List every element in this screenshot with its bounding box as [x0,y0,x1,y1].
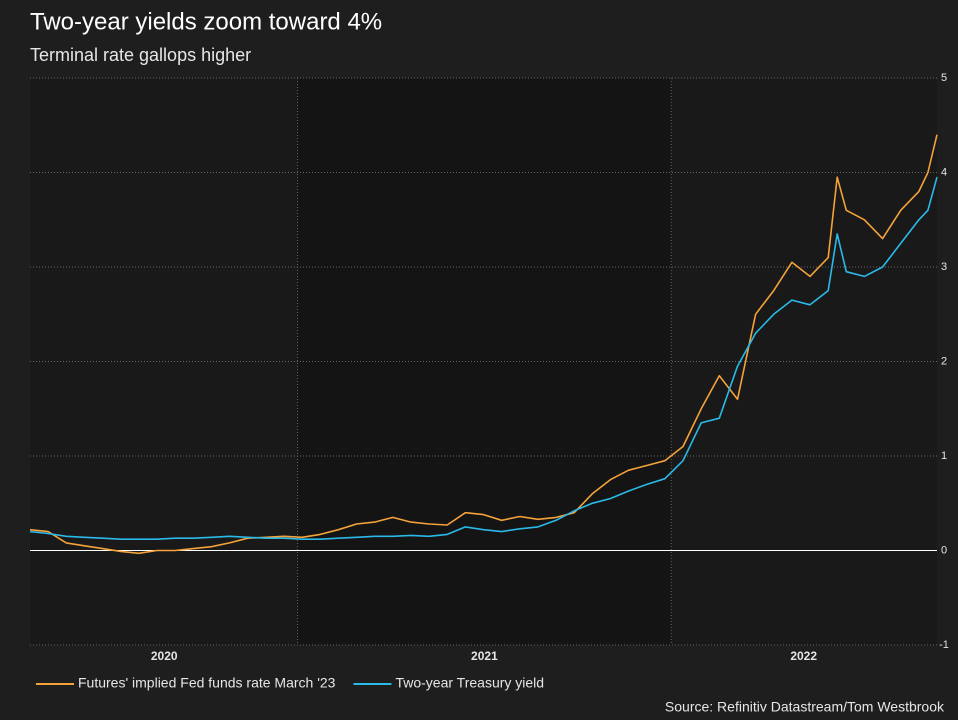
x-tick-label: 2021 [471,649,498,663]
y-tick-label: 2 [941,355,947,367]
plot-band [30,78,298,645]
x-tick-label: 2020 [151,649,178,663]
series-line [29,134,938,555]
y-tick-label: 1 [941,450,947,462]
legend-label: Two-year Treasury yield [395,675,544,691]
series-line [29,176,938,540]
y-tick-label: 4 [941,166,947,178]
y-tick-label: 5 [941,72,947,84]
y-tick-label: 0 [941,544,947,556]
y-tick-label: -1 [939,639,949,651]
legend-label: Futures' implied Fed funds rate March '2… [78,675,336,691]
chart-title: Two-year yields zoom toward 4% [30,8,382,35]
chart-subtitle: Terminal rate gallops higher [30,45,251,65]
x-tick-label: 2022 [790,649,817,663]
y-tick-label: 3 [941,261,947,273]
source: Source: Refinitiv Datastream/Tom Westbro… [665,699,945,715]
